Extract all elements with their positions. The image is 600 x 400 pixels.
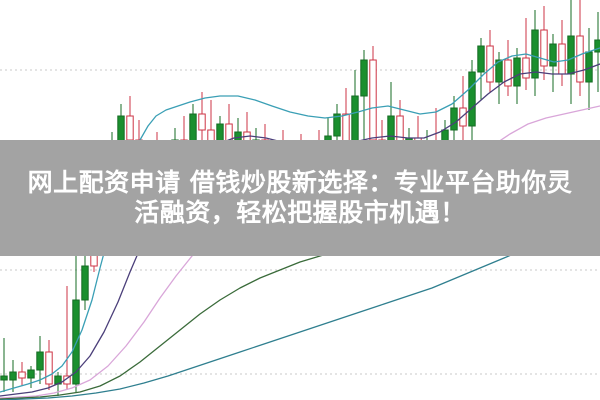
candle-body-bearish	[18, 371, 26, 379]
candle-body-bullish	[567, 35, 575, 75]
candle-body-bullish	[468, 71, 476, 127]
candle-body-bearish	[540, 29, 548, 67]
candle-body-bullish	[27, 369, 35, 379]
candle-body-bearish	[486, 45, 494, 83]
candle-body-bearish	[576, 35, 584, 83]
candle-body-bearish	[522, 57, 530, 79]
headline-line-2: 活融资，轻松把握股市机遇！	[134, 198, 466, 227]
candle-body-bullish	[531, 29, 539, 79]
candle-body-bullish	[9, 371, 17, 381]
candle-body-bullish	[549, 43, 557, 67]
candle-body-bearish	[504, 59, 512, 87]
candle-body-bullish	[477, 45, 485, 73]
candle-body-bearish	[45, 351, 53, 385]
candle-body-bearish	[459, 107, 467, 127]
headline-overlay-band: 网上配资申请 借钱炒股新选择：专业平台助你灵 活融资，轻松把握股市机遇！	[0, 140, 600, 256]
candle-body-bullish	[450, 107, 458, 131]
candle-body-bullish	[594, 39, 600, 53]
headline-line-1: 网上配资申请 借钱炒股新选择：专业平台助你灵	[27, 167, 573, 197]
candle-body-bullish	[360, 59, 368, 97]
candle-body-bearish	[558, 43, 566, 75]
ma-line-ma5	[0, 47, 600, 393]
candle-body-bearish	[198, 113, 206, 131]
candle-body-bullish	[0, 375, 8, 381]
candle-body-bullish	[333, 113, 341, 137]
candle-body-bullish	[81, 265, 89, 301]
candle-body-bearish	[126, 115, 134, 141]
ma-line-ma60	[0, 223, 600, 400]
candle-body-bullish	[36, 351, 44, 371]
candle-body-bullish	[513, 57, 521, 87]
candle-body-bearish	[369, 59, 377, 141]
candle-body-bullish	[495, 59, 503, 83]
